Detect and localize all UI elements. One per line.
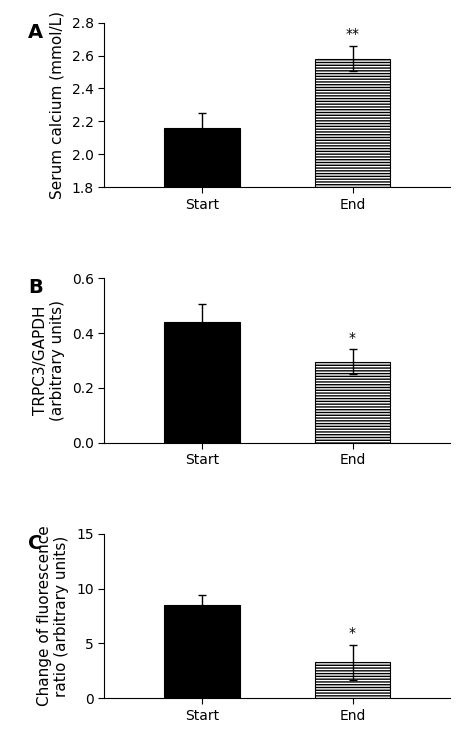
Y-axis label: Change of fluorescence
ratio (arbitrary units): Change of fluorescence ratio (arbitrary … [37,526,69,707]
Bar [315,662,390,698]
Text: *: * [349,626,356,640]
Y-axis label: Serum calcium (mmol/L): Serum calcium (mmol/L) [50,11,65,199]
Bar [164,605,240,698]
Text: C: C [28,533,43,553]
Bar [315,362,390,443]
Y-axis label: TRPC3/GAPDH
(arbitrary units): TRPC3/GAPDH (arbitrary units) [33,300,65,421]
Bar [164,128,240,484]
Bar [315,59,390,484]
Text: **: ** [346,28,359,41]
Text: B: B [28,278,43,297]
Bar [164,322,240,443]
Text: A: A [28,23,43,41]
Text: *: * [349,330,356,345]
